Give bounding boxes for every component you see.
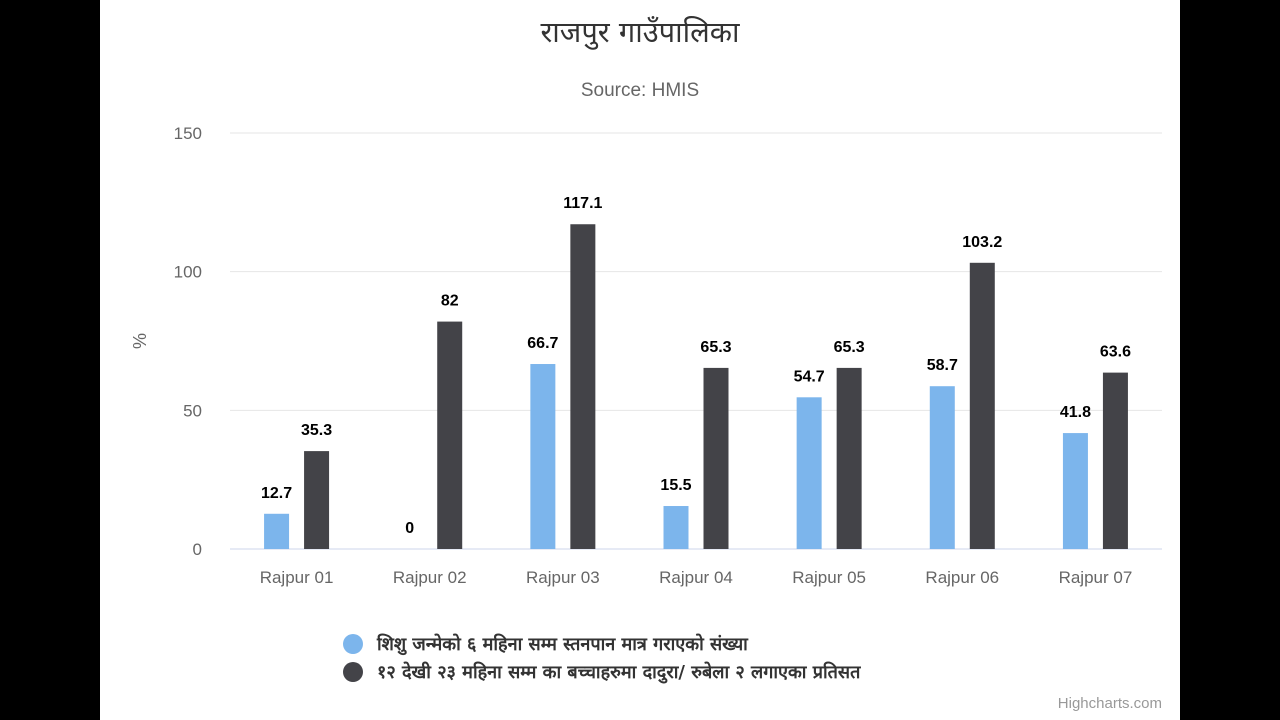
data-label: 35.3 xyxy=(301,422,332,439)
data-label: 66.7 xyxy=(527,335,558,352)
x-tick-label: Rajpur 06 xyxy=(925,568,999,587)
chart-title: राजपुर गाउँपालिका xyxy=(540,15,740,49)
data-label: 0 xyxy=(405,520,414,537)
y-axis-title: % xyxy=(130,333,150,349)
legend-marker-icon xyxy=(343,634,363,654)
chart-subtitle: Source: HMIS xyxy=(580,80,700,101)
data-label: 15.5 xyxy=(660,477,691,494)
legend-label: १२ देखी २३ महिना सम्म का बच्चाहरुमा दादु… xyxy=(377,662,861,683)
data-label: 12.7 xyxy=(261,485,292,502)
data-label: 65.3 xyxy=(700,339,731,356)
data-label: 82 xyxy=(441,293,459,310)
data-label: 58.7 xyxy=(927,357,958,374)
bar-series-1[interactable] xyxy=(663,506,689,549)
bar-series-1[interactable] xyxy=(796,397,822,549)
credits-link[interactable]: Highcharts.com xyxy=(1057,695,1162,712)
bar-series-1[interactable] xyxy=(530,364,556,549)
x-tick-label: Rajpur 03 xyxy=(526,568,600,587)
legend-item-series-2[interactable]: १२ देखी २३ महिना सम्म का बच्चाहरुमा दादु… xyxy=(343,658,860,686)
bar-series-2[interactable] xyxy=(969,262,995,549)
bar-series-2[interactable] xyxy=(437,321,463,549)
x-tick-label: Rajpur 05 xyxy=(792,568,866,587)
data-label: 41.8 xyxy=(1060,404,1091,421)
y-tick-label: 50 xyxy=(183,401,202,420)
y-tick-label: 0 xyxy=(193,540,202,559)
chart-plot-area: 0 50 100 150% Rajpur 01 12.7 35.3 Rajpur 02 0 82 R… xyxy=(130,124,1162,587)
chart-card: राजपुर गाउँपालिका Source: HMIS 0 50 100 150… xyxy=(100,0,1180,720)
chart-legend: शिशु जन्मेको ६ महिना सम्म स्तनपान मात्र … xyxy=(343,630,860,686)
data-label: 103.2 xyxy=(962,234,1002,251)
legend-item-series-1[interactable]: शिशु जन्मेको ६ महिना सम्म स्तनपान मात्र … xyxy=(343,630,860,658)
data-label: 65.3 xyxy=(834,339,865,356)
x-tick-label: Rajpur 07 xyxy=(1059,568,1133,587)
bar-series-2[interactable] xyxy=(304,451,330,549)
bar-series-1[interactable] xyxy=(929,386,955,549)
bar-series-2[interactable] xyxy=(570,224,596,549)
bar-series-2[interactable] xyxy=(1102,372,1128,549)
bar-series-1[interactable] xyxy=(264,513,290,549)
x-tick-label: Rajpur 02 xyxy=(393,568,467,587)
legend-marker-icon xyxy=(343,662,363,682)
y-tick-label: 100 xyxy=(174,263,202,282)
data-label: 54.7 xyxy=(794,368,825,385)
bar-series-2[interactable] xyxy=(836,367,862,549)
data-label: 117.1 xyxy=(563,195,602,212)
bar-series-1[interactable] xyxy=(1062,433,1088,549)
y-tick-label: 150 xyxy=(174,124,202,143)
data-label: 63.6 xyxy=(1100,344,1131,361)
bar-series-2[interactable] xyxy=(703,367,729,549)
legend-label: शिशु जन्मेको ६ महिना सम्म स्तनपान मात्र … xyxy=(377,634,748,655)
x-tick-label: Rajpur 01 xyxy=(260,568,334,587)
x-tick-label: Rajpur 04 xyxy=(659,568,733,587)
